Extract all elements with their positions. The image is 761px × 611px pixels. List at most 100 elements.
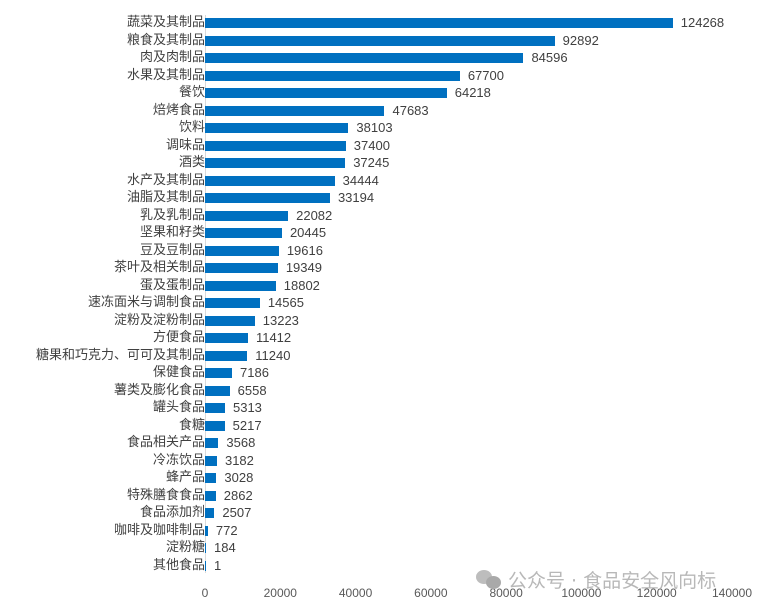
bar — [205, 263, 278, 273]
bar — [205, 210, 289, 221]
bar — [205, 123, 349, 133]
x-tick-label: 0 — [201, 586, 209, 600]
value-label: 47683 — [392, 102, 429, 118]
value-label: 3182 — [224, 452, 254, 468]
category-label: 食糖 — [178, 417, 205, 433]
value-label: 11412 — [255, 330, 292, 345]
value-label: 14565 — [267, 295, 304, 310]
value-label: 19349 — [285, 260, 322, 275]
x-tick-label: 100000 — [561, 586, 602, 600]
bar — [205, 193, 330, 203]
bar — [205, 158, 346, 168]
value-label: 3028 — [224, 470, 254, 485]
value-label: 38103 — [356, 120, 393, 135]
y-axis-line — [205, 15, 206, 573]
value-label: 18802 — [283, 277, 320, 293]
category-label: 茶叶及相关制品 — [113, 260, 205, 275]
value-label: 124268 — [680, 15, 725, 30]
bar — [205, 140, 346, 151]
value-label: 19616 — [286, 242, 323, 258]
bar — [205, 403, 225, 413]
bar — [205, 53, 524, 63]
category-label: 豆及豆制品 — [139, 242, 205, 258]
value-label: 2862 — [223, 487, 253, 503]
category-label: 调味品 — [165, 137, 205, 153]
category-label: 蔬菜及其制品 — [126, 15, 205, 30]
category-label: 肉及肉制品 — [139, 50, 205, 65]
category-label: 坚果和籽类 — [139, 225, 205, 240]
bar — [205, 525, 208, 536]
bar — [205, 455, 217, 466]
bar — [205, 175, 335, 186]
value-label: 37245 — [353, 155, 390, 170]
value-label: 6558 — [237, 382, 267, 398]
bar — [205, 280, 276, 291]
value-label: 5217 — [232, 417, 262, 433]
category-label: 油脂及其制品 — [126, 190, 205, 205]
category-label: 水果及其制品 — [126, 67, 205, 83]
category-label: 冷冻饮品 — [152, 452, 205, 468]
bar — [205, 35, 555, 46]
x-tick-label: 60000 — [414, 586, 448, 600]
category-label: 食品相关产品 — [126, 435, 205, 450]
bar — [205, 315, 255, 326]
category-label: 水产及其制品 — [126, 172, 205, 188]
category-label: 其他食品 — [152, 557, 205, 573]
category-label: 蜂产品 — [165, 470, 205, 485]
value-label: 7186 — [240, 365, 269, 380]
bar — [205, 420, 225, 431]
value-label: 33194 — [337, 190, 375, 205]
category-label: 酒类 — [178, 155, 205, 170]
value-label: 5313 — [232, 400, 262, 415]
bar — [205, 228, 282, 238]
watermark-text: 公众号 · 食品安全风向标 — [508, 570, 717, 592]
value-label: 11240 — [255, 347, 291, 363]
category-label: 罐头食品 — [152, 400, 205, 415]
watermark: 公众号 · 食品安全风向标 — [476, 566, 716, 593]
category-label: 糖果和巧克力、可可及其制品 — [35, 347, 205, 363]
bar — [205, 18, 673, 28]
category-label: 方便食品 — [152, 330, 205, 345]
bar — [205, 543, 206, 553]
x-tick-label: 120000 — [636, 586, 677, 600]
bar — [205, 333, 248, 343]
bar — [205, 350, 248, 361]
bar — [205, 70, 460, 81]
bar — [205, 438, 219, 448]
value-label: 13223 — [262, 312, 299, 328]
value-label: 92892 — [562, 32, 599, 48]
category-label: 粮食及其制品 — [126, 32, 205, 48]
bar — [205, 88, 447, 98]
value-label: 37400 — [353, 137, 390, 153]
category-label: 淀粉及淀粉制品 — [113, 312, 205, 328]
category-label: 食品添加剂 — [139, 505, 205, 520]
bar — [205, 490, 216, 501]
value-label: 67700 — [467, 67, 504, 83]
category-label: 淀粉糖 — [165, 540, 205, 555]
value-label: 184 — [214, 540, 236, 555]
category-label: 焙烤食品 — [152, 102, 205, 118]
category-label: 乳及乳制品 — [139, 207, 205, 223]
category-label: 薯类及膨化食品 — [113, 382, 205, 398]
wechat-icon — [476, 569, 502, 590]
value-label: 3568 — [226, 435, 256, 450]
value-label: 22082 — [296, 207, 333, 223]
value-label: 84596 — [531, 50, 568, 65]
bar — [205, 298, 260, 308]
category-label: 速冻面米与调制食品 — [87, 295, 205, 310]
category-label: 保健食品 — [152, 365, 205, 380]
x-tick-label: 40000 — [338, 586, 373, 600]
x-tick-label: 20000 — [263, 586, 297, 600]
value-label: 2507 — [222, 505, 252, 520]
value-label: 34444 — [342, 172, 379, 188]
bar — [205, 105, 385, 116]
value-label: 64218 — [454, 85, 491, 100]
bar — [205, 473, 217, 483]
category-label: 咖啡及咖啡制品 — [113, 522, 205, 538]
bar — [205, 245, 279, 256]
x-tick-label: 80000 — [489, 586, 523, 600]
value-label: 772 — [215, 522, 238, 538]
category-label: 饮料 — [178, 120, 205, 135]
category-label: 特殊膳食食品 — [126, 487, 205, 503]
